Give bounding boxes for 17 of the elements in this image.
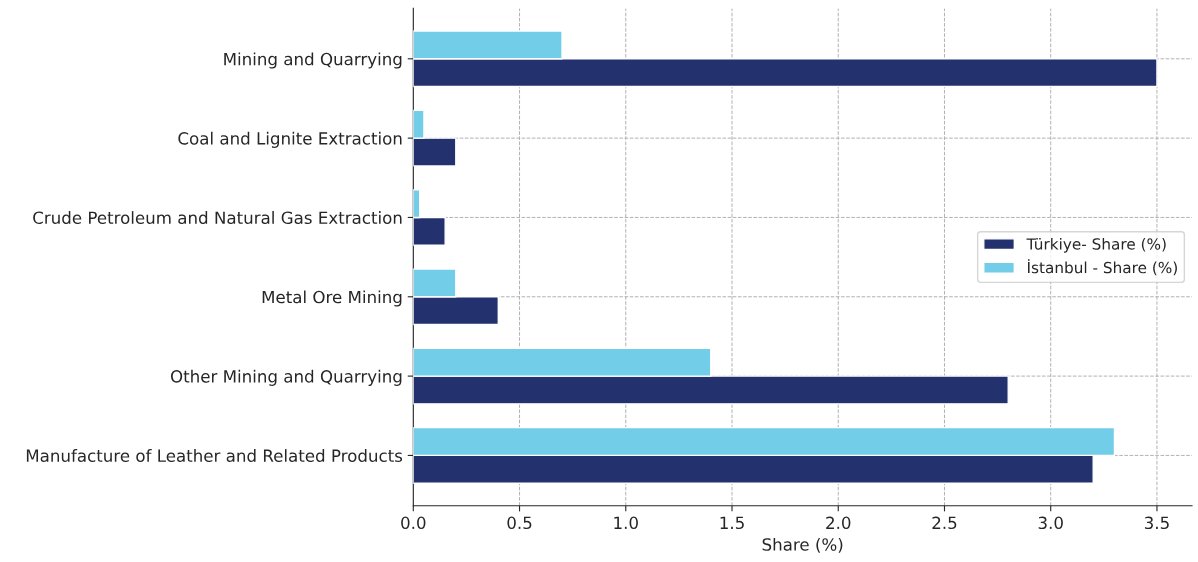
x-tick-label: 2.5 <box>932 516 957 530</box>
x-tick-label: 0.5 <box>507 516 532 530</box>
x-tick-label: 3.5 <box>1144 516 1169 530</box>
x-tick-label: 0.0 <box>401 516 426 530</box>
y-tick-label: Coal and Lignite Extraction <box>178 131 402 148</box>
y-tick-label: Manufacture of Leather and Related Products <box>26 449 403 462</box>
y-tick-label: Other Mining and Quarrying <box>170 369 402 386</box>
x-axis-title: Share (%) <box>762 537 843 553</box>
y-tick-label: Crude Petroleum and Natural Gas Extraction <box>33 211 402 225</box>
x-tick-label: 1.0 <box>614 516 638 530</box>
x-tick-label: 2.0 <box>826 516 851 530</box>
y-tick-label: Metal Ore Mining <box>262 290 402 307</box>
x-tick-label: 3.0 <box>1038 516 1063 530</box>
y-tick-label: Mining and Quarrying <box>224 52 402 69</box>
legend-label: İstanbul - Share (%) <box>1028 259 1177 276</box>
legend-label: Türkiye- Share (%) <box>1026 237 1166 253</box>
x-tick-label: 1.5 <box>720 516 744 530</box>
